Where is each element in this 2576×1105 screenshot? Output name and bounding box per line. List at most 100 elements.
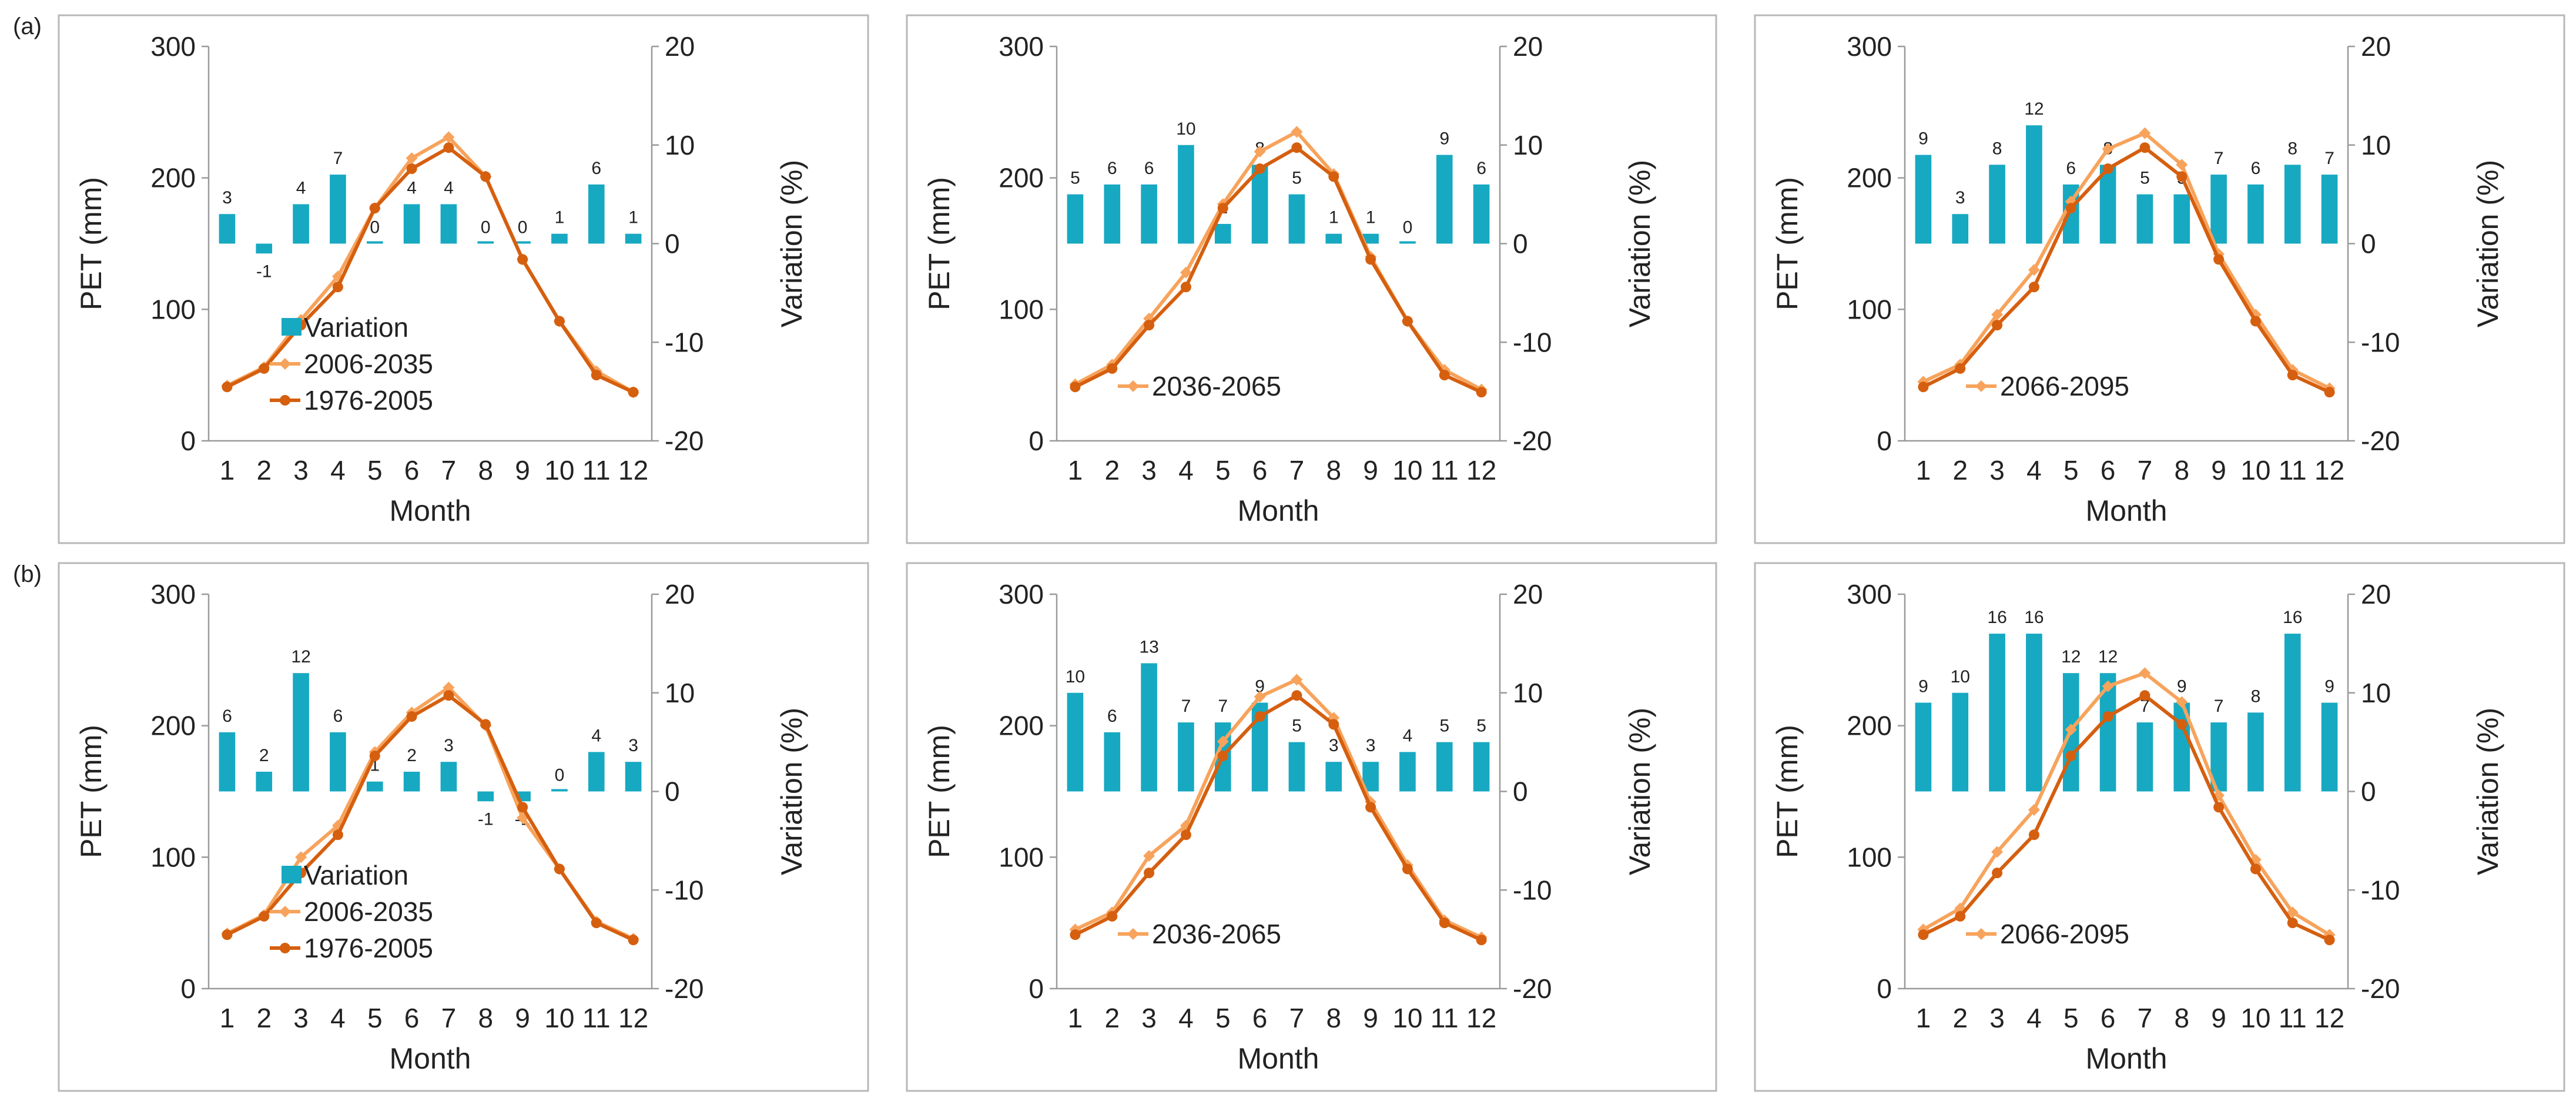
right-tick-label: 20	[665, 31, 695, 62]
variation-bar	[1325, 762, 1342, 792]
future-series-line	[1074, 678, 1482, 939]
x-tick-label: 12	[1466, 1003, 1496, 1033]
left-tick-label: 0	[1877, 973, 1892, 1004]
bar-data-label: 5	[1476, 716, 1486, 736]
bar-data-label: 5	[1070, 169, 1080, 188]
baseline-series-line	[1074, 146, 1482, 394]
bar-data-label: 7	[2214, 697, 2224, 716]
baseline-point	[591, 918, 602, 929]
x-tick-label: 4	[1178, 1003, 1194, 1033]
x-tick-label: 7	[1289, 1003, 1305, 1033]
x-axis-title: Month	[390, 1042, 471, 1075]
panel-frame	[58, 562, 869, 1092]
variation-bar	[2321, 702, 2338, 792]
future-point	[2286, 906, 2299, 919]
panel-frame	[1754, 562, 2565, 1092]
bar-data-label: 9	[1918, 677, 1928, 697]
left-tick-label: 200	[999, 163, 1044, 193]
right-tick-label: -10	[2361, 875, 2400, 905]
x-tick-label: 2	[256, 1003, 272, 1033]
x-tick-label: 1	[1916, 1003, 1931, 1033]
future-point	[2139, 127, 2151, 139]
variation-bar	[1067, 692, 1084, 792]
baseline-point	[406, 163, 417, 175]
variation-bar	[551, 233, 568, 244]
variation-bar	[1473, 184, 1490, 244]
x-tick-label: 5	[1215, 455, 1231, 485]
x-tick-label: 5	[1215, 1003, 1231, 1033]
baseline-point	[480, 719, 491, 730]
x-tick-label: 8	[1326, 455, 1341, 485]
left-axis-title: PET (mm)	[75, 177, 108, 310]
x-tick-label: 12	[618, 1003, 648, 1033]
bar-data-label: 7	[1218, 697, 1228, 716]
x-tick-label: 1	[1068, 455, 1083, 485]
left-tick-label: 100	[150, 842, 196, 872]
left-tick-label: 0	[1029, 426, 1044, 456]
right-tick-label: -20	[1513, 973, 1552, 1004]
x-tick-label: 12	[1466, 455, 1496, 485]
future-point	[1254, 691, 1266, 703]
bar-data-label: 1	[555, 208, 565, 227]
variation-bar	[625, 762, 642, 792]
left-tick-label: 0	[1877, 426, 1892, 456]
x-tick-label: 2	[256, 455, 272, 485]
right-tick-label: -10	[1513, 327, 1552, 357]
bar-data-label: 4	[407, 178, 417, 197]
baseline-point	[1365, 802, 1376, 813]
x-tick-label: 2	[1952, 1003, 1968, 1033]
x-tick-label: 10	[544, 1003, 574, 1033]
baseline-point	[1992, 320, 2003, 331]
variation-bar	[293, 204, 309, 244]
baseline-point	[517, 802, 528, 813]
variation-bar	[514, 241, 531, 244]
row-label-a: (a)	[13, 14, 42, 39]
bar-data-label: 12	[2024, 99, 2044, 119]
bar-data-label: 7	[333, 149, 343, 168]
left-tick-label: 100	[999, 842, 1044, 872]
x-tick-label: 10	[2240, 455, 2270, 485]
right-tick-label: 20	[1513, 31, 1543, 62]
baseline-point	[2213, 254, 2225, 265]
baseline-point	[2213, 802, 2225, 813]
x-tick-label: 1	[1068, 1003, 1083, 1033]
baseline-point	[1328, 719, 1339, 730]
variation-bar	[403, 204, 420, 244]
baseline-point	[2324, 387, 2335, 398]
bar-data-label: 3	[1366, 736, 1376, 755]
bar-data-label: 6	[2251, 159, 2261, 178]
baseline-point	[1402, 316, 1413, 327]
legend-label: 2006-2035	[304, 896, 433, 927]
x-tick-label: 12	[2314, 1003, 2344, 1033]
x-tick-label: 7	[441, 455, 457, 485]
variation-bar	[366, 781, 383, 792]
bar-data-label: 0	[481, 218, 491, 237]
x-tick-label: 3	[1141, 455, 1157, 485]
bar-data-label: 16	[2283, 608, 2302, 627]
bar-data-label: -1	[478, 809, 494, 829]
right-tick-label: -10	[2361, 327, 2400, 357]
variation-bar	[625, 233, 642, 244]
left-tick-label: 200	[150, 711, 196, 741]
baseline-point	[1476, 387, 1487, 398]
right-tick-label: 0	[665, 776, 680, 807]
baseline-point	[2102, 711, 2113, 722]
left-tick-label: 200	[150, 163, 196, 193]
variation-bar	[2099, 165, 2116, 244]
variation-bar	[1251, 165, 1268, 244]
baseline-point	[1955, 363, 1966, 374]
baseline-point	[2065, 751, 2076, 762]
future-point	[2028, 264, 2040, 276]
right-tick-label: -10	[665, 875, 704, 905]
x-axis-title: Month	[1238, 1042, 1319, 1075]
baseline-point	[1992, 868, 2003, 879]
x-axis-title: Month	[1238, 494, 1319, 527]
right-tick-label: -20	[2361, 426, 2400, 456]
baseline-point	[1328, 171, 1339, 182]
legend-swatch-marker	[1127, 380, 1139, 392]
x-tick-label: 1	[220, 1003, 235, 1033]
baseline-point	[1107, 910, 1118, 922]
x-tick-label: 6	[404, 1003, 420, 1033]
